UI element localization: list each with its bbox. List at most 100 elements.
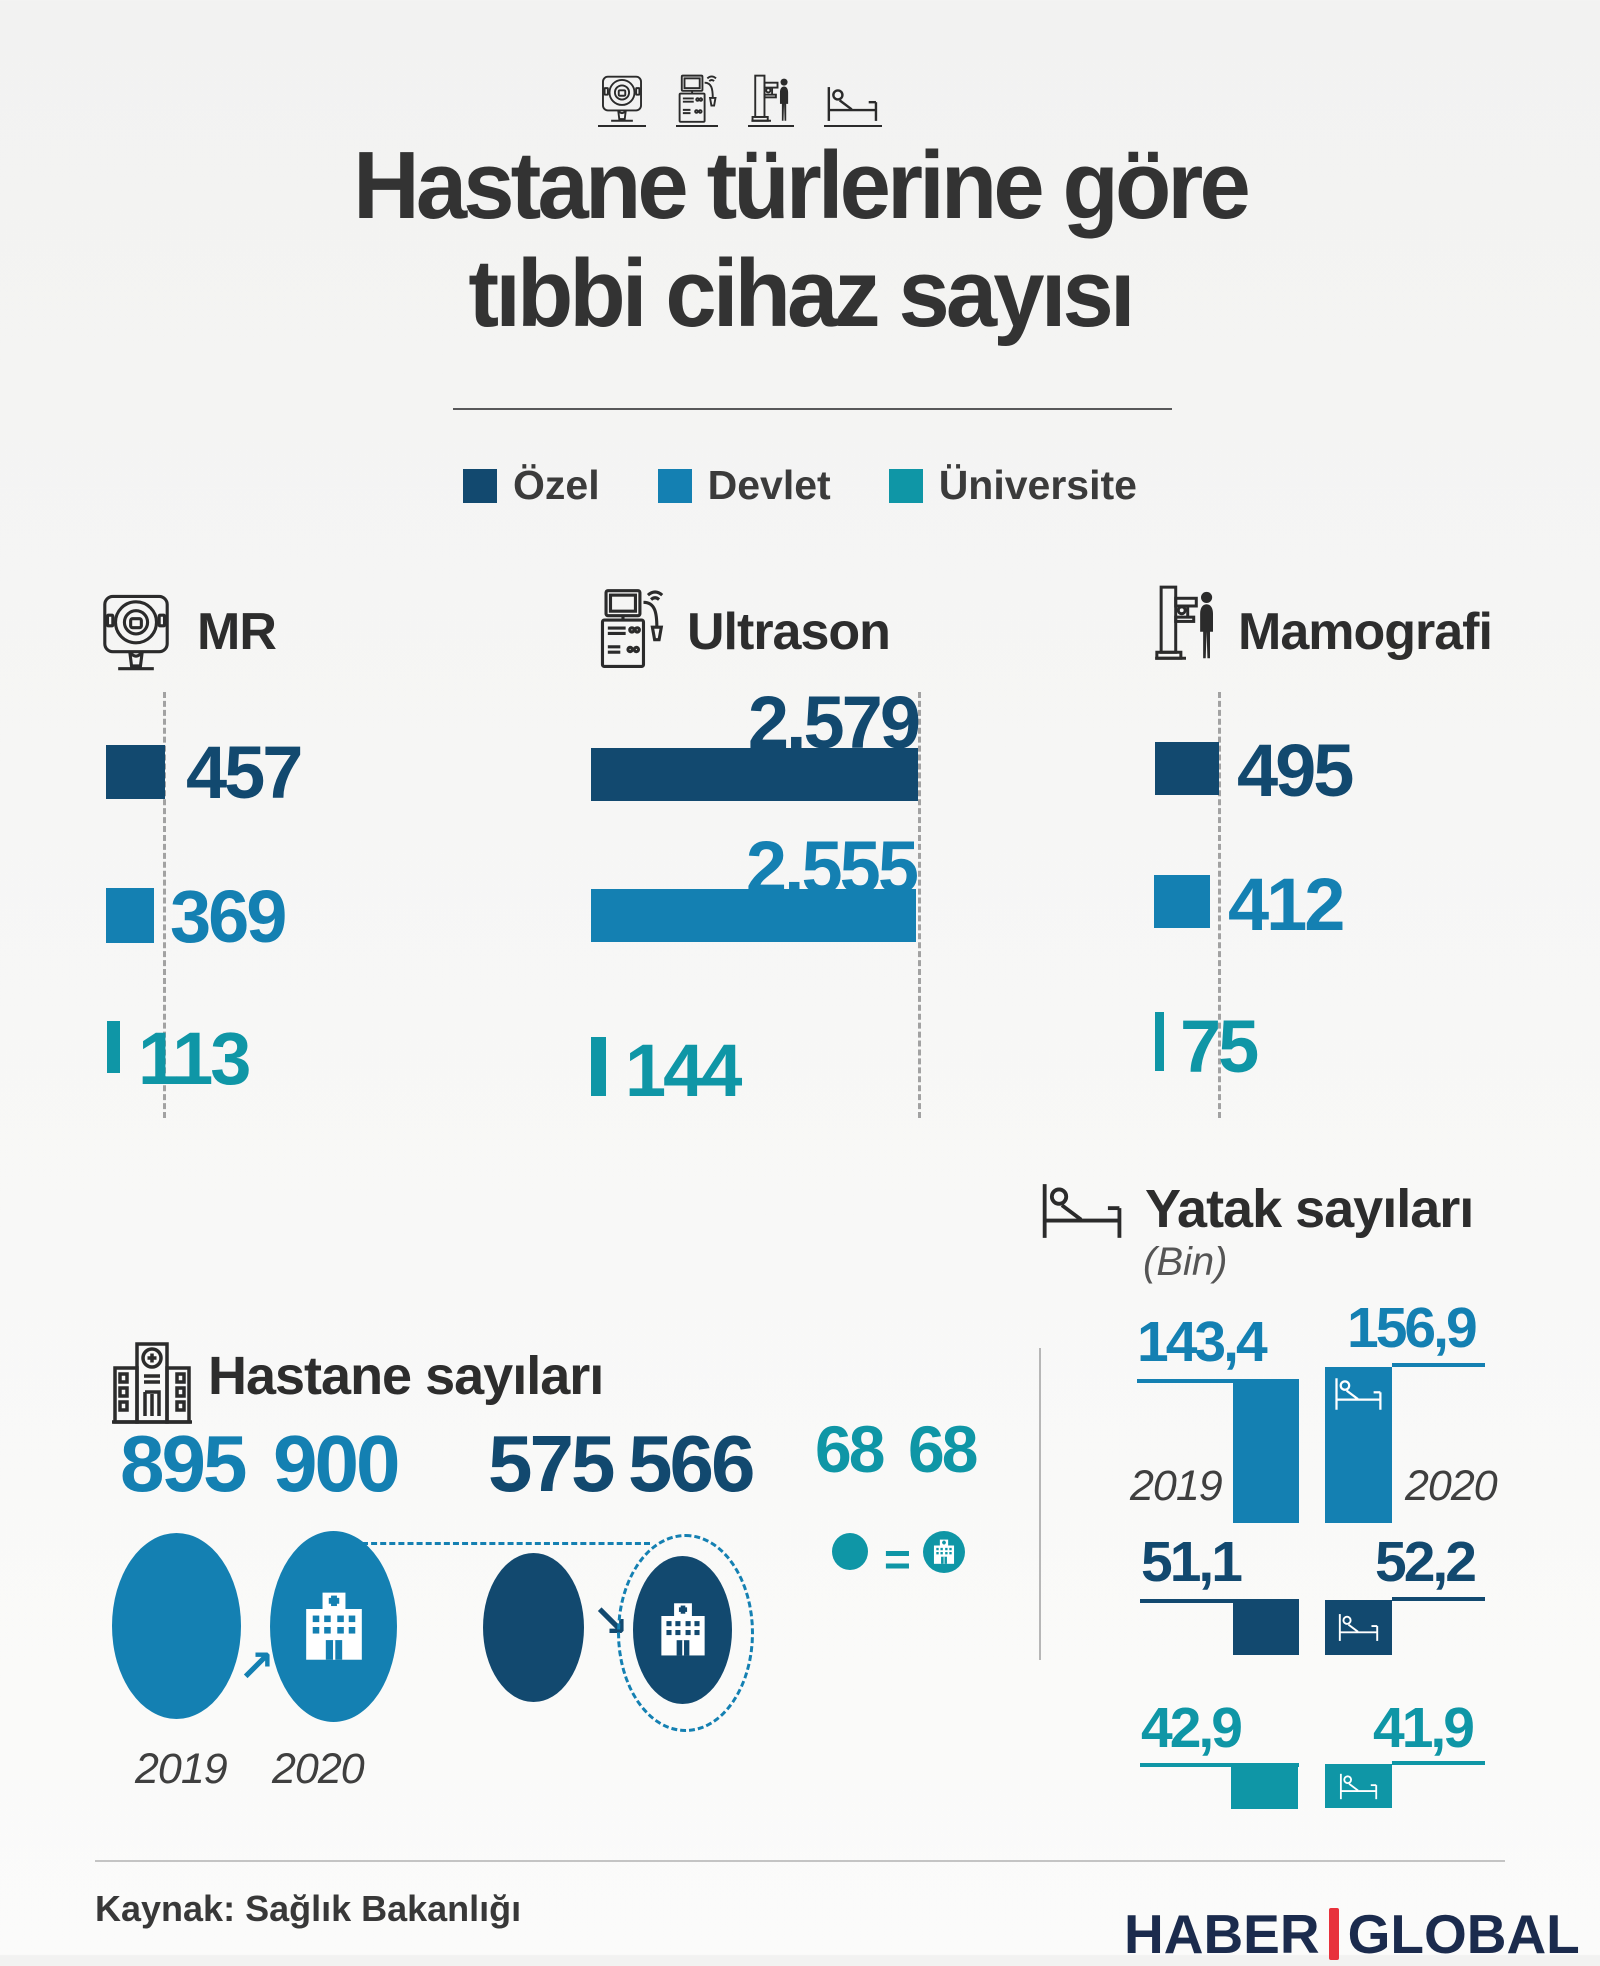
hospitals-section-title: Hastane sayıları: [208, 1346, 604, 1406]
beds-year-2020: 2020: [1405, 1462, 1498, 1510]
bar-ultrason-devlet: [591, 889, 916, 942]
beds-bar-devlet-2019: [1233, 1380, 1299, 1523]
beds-universite-2020: 41,9: [1373, 1696, 1475, 1760]
legend: Özel Devlet Üniversite: [0, 462, 1600, 509]
beds-ozel-2020: 52,2: [1375, 1530, 1477, 1594]
ultrasound-machine-icon: [676, 74, 718, 127]
mri-scanner-icon: [598, 74, 646, 127]
value-mamografi-universite: 75: [1180, 1005, 1259, 1088]
hospitals-devlet-2020: 900: [273, 1419, 400, 1508]
logo-global: GLOBAL: [1347, 1903, 1580, 1965]
section-divider: [1039, 1348, 1041, 1660]
value-mr-universite: 113: [138, 1017, 251, 1100]
beds-ozel-2019-underline: [1140, 1599, 1299, 1603]
mamografi-group-label: Mamografi: [1238, 603, 1493, 661]
value-ultrason-ozel: 2.579: [747, 681, 921, 764]
hospitals-devlet-2019: 895: [120, 1419, 247, 1508]
hospitals-circle-ozel-2020: [633, 1556, 732, 1704]
bed-icon: [1037, 1180, 1129, 1242]
beds-bar-universite-2019: [1231, 1766, 1298, 1809]
legend-swatch-universite: [888, 468, 923, 503]
hospitals-universite-2020: 68: [908, 1412, 978, 1486]
hospital-icon: [655, 1602, 711, 1658]
title-line-1: Hastane türlerine göre: [353, 132, 1251, 239]
title-line-2: tıbbi cihaz sayısı: [468, 240, 1135, 347]
bar-mamografi-devlet: [1154, 875, 1210, 928]
hospitals-mini-circle-universite: [923, 1531, 965, 1573]
value-ultrason-universite: 144: [625, 1029, 742, 1112]
beds-universite-2019: 42,9: [1141, 1696, 1243, 1760]
mamografi-axis-dashed-line: [1218, 692, 1221, 1118]
hospitals-circle-devlet-2020: [270, 1531, 397, 1722]
title-underline: [453, 408, 1172, 410]
legend-label-ozel: Özel: [513, 462, 600, 508]
legend-swatch-ozel: [463, 468, 498, 503]
header-device-icons: [598, 74, 882, 127]
hospital-building-icon: [110, 1332, 194, 1428]
logo-red-bar: [1328, 1908, 1339, 1960]
haber-global-logo: HABER GLOBAL: [1124, 1902, 1580, 1966]
bed-icon: [1332, 1376, 1386, 1412]
bar-mamografi-universite: [1155, 1012, 1164, 1071]
bar-mr-ozel: [106, 745, 165, 799]
beds-devlet-2019-underline: [1137, 1379, 1299, 1383]
bed-icon: [1337, 1772, 1381, 1801]
beds-section-title: Yatak sayıları: [1145, 1179, 1474, 1239]
bar-mamografi-ozel: [1155, 742, 1219, 795]
legend-item-ozel: Özel: [463, 462, 600, 509]
page-title: Hastane türlerine göre tıbbi cihaz sayıs…: [0, 138, 1600, 342]
hospitals-universite-2019: 68: [815, 1412, 885, 1486]
arrow-up-right-icon: ↗: [238, 1642, 275, 1691]
value-mamografi-devlet: 412: [1228, 863, 1345, 946]
bar-mr-devlet: [106, 888, 154, 943]
footer-divider: [95, 1860, 1505, 1862]
bar-mr-universite: [107, 1021, 120, 1073]
beds-year-2019: 2019: [1130, 1462, 1223, 1510]
hospitals-dot-universite: [832, 1533, 868, 1570]
beds-bar-universite-2020: [1325, 1764, 1392, 1808]
mri-icon: [92, 592, 180, 674]
mr-axis-dashed-line: [163, 692, 166, 1118]
beds-unit: (Bin): [1143, 1240, 1228, 1284]
mammography-unit-icon: [748, 74, 794, 127]
hospital-icon: [931, 1539, 957, 1565]
mammography-icon: [1150, 584, 1222, 664]
value-mamografi-ozel: 495: [1237, 729, 1354, 812]
beds-ozel-2019: 51,1: [1141, 1530, 1243, 1594]
hospital-bed-icon: [824, 84, 882, 127]
logo-haber: HABER: [1124, 1903, 1320, 1965]
bar-ultrason-ozel: [591, 748, 918, 801]
ultrason-axis-dashed-line: [918, 692, 921, 1118]
beds-bar-ozel-2019: [1233, 1602, 1299, 1655]
legend-label-devlet: Devlet: [707, 462, 831, 508]
ultrasound-icon: [598, 588, 664, 670]
beds-universite-2019-underline: [1140, 1763, 1299, 1767]
hospitals-dashed-ring: [617, 1534, 754, 1732]
hospitals-ozel-2020: 566: [628, 1419, 755, 1508]
beds-bar-devlet-2020: [1325, 1367, 1392, 1523]
bar-ultrason-universite: [591, 1037, 606, 1096]
legend-swatch-devlet: [657, 468, 692, 503]
beds-universite-2020-underline: [1392, 1761, 1485, 1765]
beds-ozel-2020-underline: [1392, 1597, 1485, 1601]
legend-item-universite: Üniversite: [888, 462, 1137, 509]
ultrason-group-label: Ultrason: [687, 603, 891, 661]
hospitals-year-2019: 2019: [135, 1745, 228, 1793]
mr-group-label: MR: [197, 603, 277, 661]
hospitals-ozel-2019: 575: [488, 1419, 615, 1508]
equals-sign: =: [884, 1533, 911, 1585]
beds-devlet-2019: 143,4: [1137, 1310, 1268, 1374]
value-mr-ozel: 457: [186, 731, 303, 814]
hospitals-circle-ozel-2019: [483, 1553, 584, 1702]
source-text: Kaynak: Sağlık Bakanlığı: [95, 1888, 522, 1929]
hospitals-dashed-connector: [362, 1542, 650, 1545]
value-mr-devlet: 369: [170, 875, 287, 958]
beds-bar-ozel-2020: [1325, 1600, 1392, 1655]
beds-devlet-2020-underline: [1392, 1363, 1485, 1367]
bed-icon: [1336, 1612, 1382, 1643]
hospital-icon: [298, 1591, 370, 1663]
legend-item-devlet: Devlet: [657, 462, 831, 509]
hospitals-circle-devlet-2019: [112, 1533, 241, 1719]
beds-devlet-2020: 156,9: [1347, 1296, 1478, 1360]
